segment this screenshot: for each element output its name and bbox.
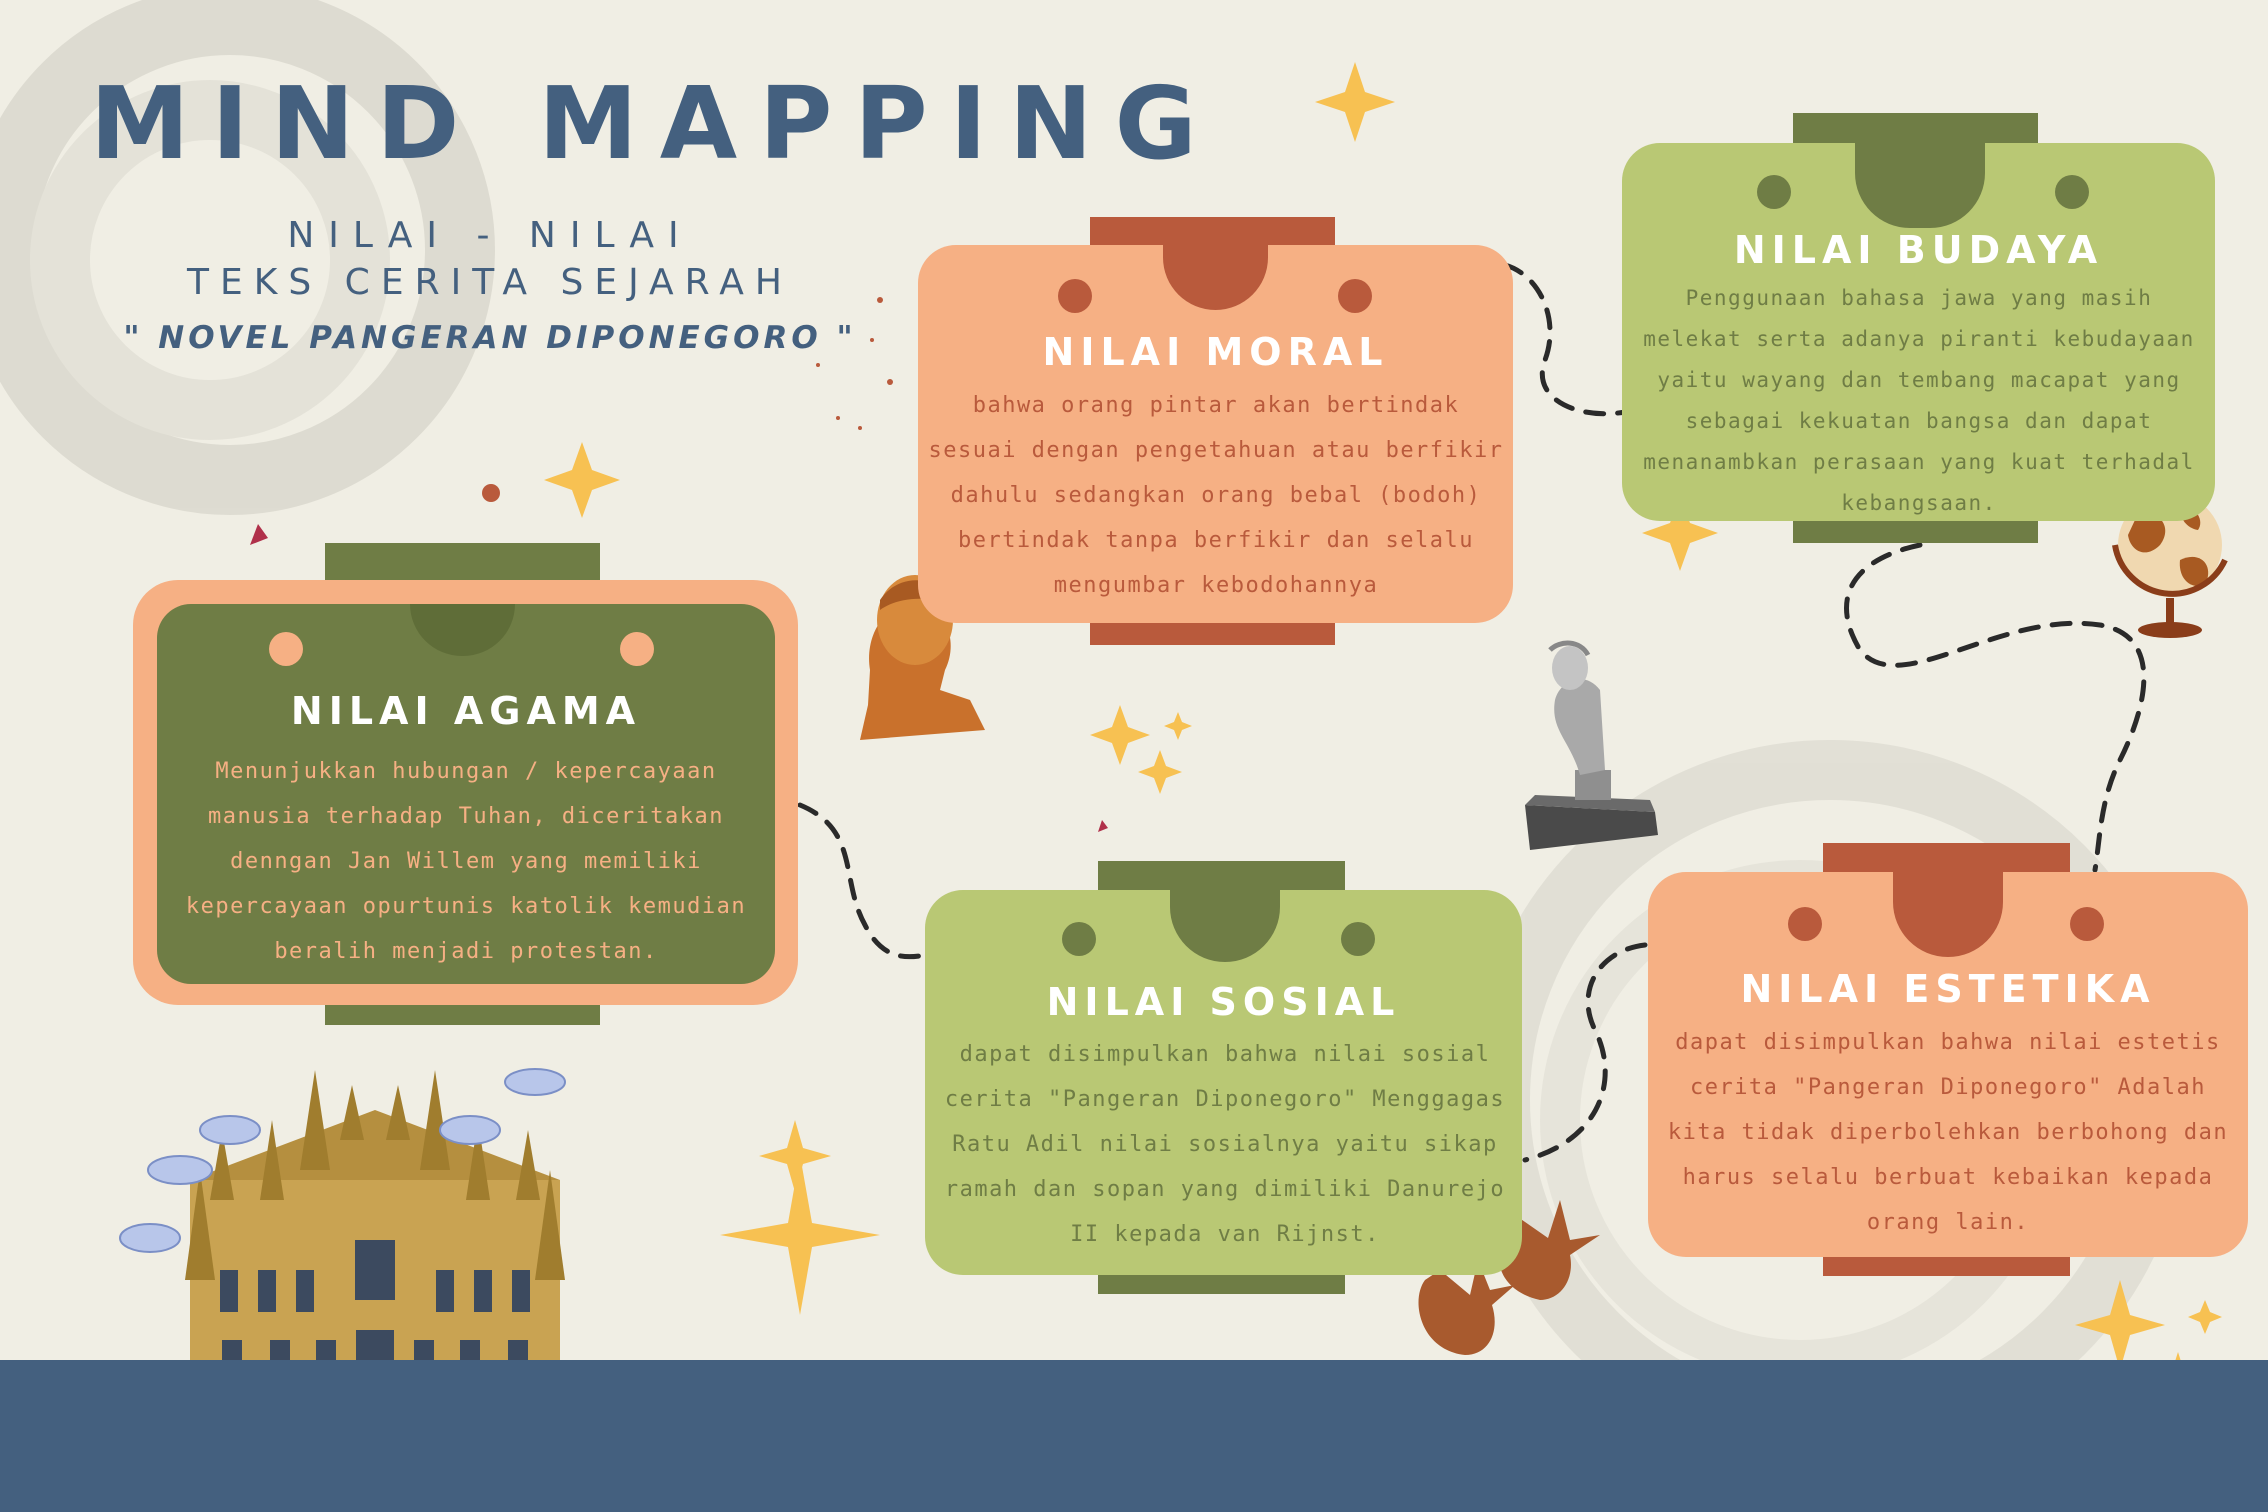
subtitle-line-1: NILAI - NILAI: [287, 215, 693, 256]
card-panel: NILAI AGAMA Menunjukkan hubungan / keper…: [157, 604, 775, 984]
marble-statue-icon: [1525, 640, 1658, 850]
card-dot: [1062, 922, 1096, 956]
card-dot: [1788, 907, 1822, 941]
card-dot: [2055, 175, 2089, 209]
card-dot: [1338, 279, 1372, 313]
node-title: NILAI MORAL: [1042, 330, 1389, 374]
brush-circle-left: [0, 0, 495, 515]
card-dot: [1757, 175, 1791, 209]
node-body: Penggunaan bahasa jawa yang masih meleka…: [1643, 286, 2195, 515]
card-notch: [1163, 245, 1268, 310]
small-triangle: [1098, 820, 1108, 832]
card-panel: NILAI BUDAYA Penggunaan bahasa jawa yang…: [1622, 143, 2215, 521]
small-dot: [482, 484, 500, 502]
node-body: Menunjukkan hubungan / kepercayaan manus…: [185, 759, 747, 964]
splatter-dots: [816, 297, 893, 430]
small-triangle: [250, 524, 268, 545]
card-dot: [1341, 922, 1375, 956]
card-notch: [410, 604, 515, 656]
card-dot: [2070, 907, 2104, 941]
card-dot: [1058, 279, 1092, 313]
node-title: NILAI SOSIAL: [1046, 980, 1401, 1024]
ground-band: [0, 1360, 2268, 1512]
node-title: NILAI ESTETIKA: [1740, 967, 2156, 1011]
node-body: bahwa orang pintar akan bertindak sesuai…: [928, 393, 1504, 598]
node-title: NILAI BUDAYA: [1733, 228, 2104, 272]
card-notch: [1893, 872, 2003, 957]
subtitle-line-2: TEKS CERITA SEJARAH: [187, 262, 793, 303]
card-notch: [1170, 890, 1280, 962]
card-notch: [1855, 143, 1985, 228]
card-panel: NILAI ESTETIKA dapat disimpulkan bahwa n…: [1648, 872, 2248, 1257]
card-dot: [620, 632, 654, 666]
node-body: dapat disimpulkan bahwa nilai sosial cer…: [944, 1042, 1506, 1247]
card-dot: [269, 632, 303, 666]
subtitle-line-3: " NOVEL PANGERAN DIPONEGORO ": [123, 320, 857, 356]
node-body: dapat disimpulkan bahwa nilai estetis ce…: [1667, 1030, 2229, 1235]
node-title: NILAI AGAMA: [290, 689, 642, 733]
card-panel: NILAI SOSIAL dapat disimpulkan bahwa nil…: [925, 890, 1522, 1275]
footprint-icons: [1418, 1200, 1600, 1355]
page-title: MIND MAPPING: [90, 65, 1219, 182]
dashed-connectors: [797, 262, 2147, 1163]
card-panel: NILAI MORAL bahwa orang pintar akan bert…: [918, 245, 1513, 623]
